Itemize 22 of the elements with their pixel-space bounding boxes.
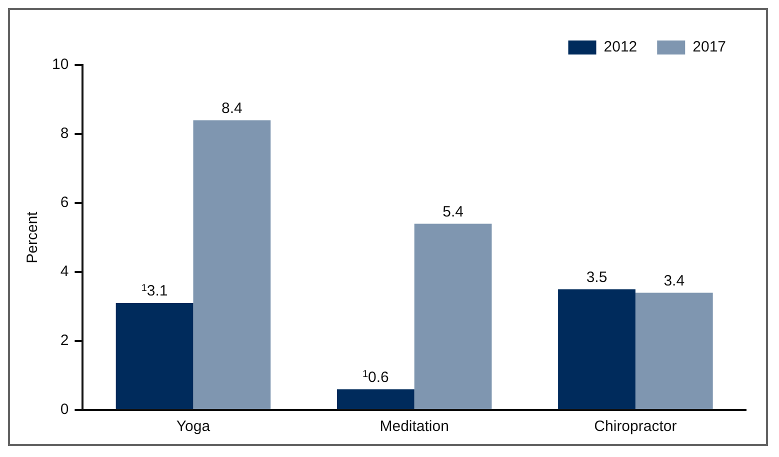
bar: [193, 120, 271, 409]
legend-label: 2012: [604, 38, 638, 56]
y-tick-label: 4: [60, 263, 69, 280]
data-label: 3.4: [664, 272, 685, 290]
y-tick-label: 0: [60, 401, 69, 418]
y-tick-label: 2: [60, 332, 69, 350]
bar: [414, 224, 492, 409]
y-tick-label: 8: [60, 125, 69, 142]
data-label: 3.5: [586, 268, 608, 286]
data-label: 8.4: [222, 100, 242, 117]
legend-label: 2017: [692, 38, 726, 56]
data-label: 5.4: [442, 203, 464, 220]
y-axis-title: Percent: [24, 210, 42, 264]
x-tick-label: Meditation: [380, 418, 449, 436]
bar: [558, 289, 636, 409]
y-tick-label: 10: [52, 56, 69, 74]
bar: [116, 303, 194, 409]
bar: [635, 292, 713, 409]
x-tick-label: Chiropractor: [594, 418, 677, 436]
y-tick-label: 6: [60, 194, 69, 212]
bar: [336, 389, 414, 409]
x-tick-label: Yoga: [176, 418, 211, 436]
